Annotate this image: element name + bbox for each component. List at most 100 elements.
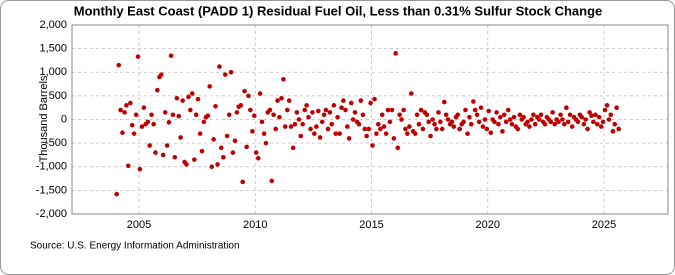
point — [438, 119, 443, 125]
point — [176, 113, 182, 119]
point — [517, 112, 523, 118]
point — [168, 53, 174, 59]
point — [292, 121, 298, 127]
y-tick-label: -1,500 — [36, 184, 67, 196]
point — [407, 124, 412, 129]
point — [124, 103, 129, 108]
point — [606, 117, 612, 122]
point — [589, 113, 594, 119]
point — [296, 117, 302, 122]
point — [445, 117, 451, 122]
point — [135, 54, 141, 59]
point — [246, 93, 251, 99]
point — [585, 126, 590, 132]
point — [579, 114, 585, 120]
point — [209, 164, 215, 170]
point — [128, 100, 133, 106]
point — [560, 117, 565, 122]
point — [408, 91, 414, 96]
point — [302, 107, 308, 113]
point — [399, 117, 404, 122]
point — [583, 117, 588, 122]
point — [286, 98, 292, 103]
point — [335, 114, 340, 120]
point — [323, 107, 329, 113]
point — [341, 98, 346, 103]
point — [325, 126, 331, 132]
point — [564, 105, 569, 110]
point — [449, 119, 455, 125]
point — [467, 114, 472, 120]
point — [312, 131, 317, 136]
point — [558, 112, 563, 118]
point — [192, 157, 197, 162]
point — [321, 112, 327, 118]
point — [378, 126, 383, 132]
point — [238, 103, 244, 108]
point — [137, 166, 143, 172]
point — [131, 131, 137, 136]
point — [401, 107, 406, 113]
point — [465, 131, 470, 136]
point — [125, 163, 131, 169]
point — [531, 112, 536, 118]
point — [536, 117, 542, 122]
point — [114, 191, 119, 197]
point — [366, 126, 372, 132]
point — [569, 124, 575, 129]
y-tick-label: 1,000 — [39, 66, 67, 78]
y-tick-label: 1,500 — [39, 43, 67, 55]
point — [277, 114, 282, 120]
point — [339, 105, 344, 110]
point — [228, 69, 234, 75]
point — [471, 99, 476, 104]
point — [550, 110, 555, 115]
point — [149, 112, 154, 118]
point — [288, 124, 294, 129]
point — [300, 121, 305, 127]
point — [242, 88, 247, 94]
plot-area — [71, 24, 669, 215]
point — [494, 110, 499, 115]
point — [521, 114, 526, 120]
point — [556, 119, 561, 125]
point — [527, 124, 532, 129]
point — [195, 96, 201, 102]
point — [426, 119, 432, 125]
point — [279, 95, 284, 101]
point — [186, 94, 191, 100]
y-tick-label: 2,000 — [39, 19, 67, 31]
point — [496, 121, 501, 127]
point — [600, 119, 606, 125]
point — [482, 117, 488, 122]
point — [345, 124, 350, 129]
point — [273, 126, 279, 132]
point — [151, 121, 156, 127]
point — [160, 152, 166, 158]
point — [116, 62, 122, 68]
point — [364, 133, 369, 139]
point — [478, 105, 484, 110]
point — [548, 119, 554, 125]
point — [298, 133, 304, 139]
point — [199, 148, 205, 154]
point — [480, 124, 486, 129]
point — [343, 107, 348, 113]
point — [282, 124, 288, 129]
point — [529, 117, 534, 122]
point — [443, 112, 449, 118]
point — [197, 131, 203, 136]
point — [484, 126, 490, 132]
point — [315, 108, 321, 114]
point — [310, 110, 315, 115]
point — [139, 124, 145, 129]
point — [337, 131, 342, 136]
point — [164, 143, 170, 148]
point — [488, 130, 494, 136]
point — [275, 98, 280, 103]
point — [255, 155, 261, 161]
y-tick-label: -1,000 — [36, 161, 67, 173]
point — [281, 77, 286, 82]
point — [141, 105, 147, 110]
